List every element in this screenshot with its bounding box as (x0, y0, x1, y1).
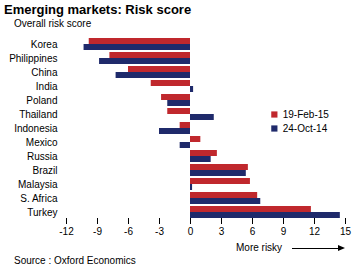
svg-text:-6: -6 (124, 226, 133, 237)
svg-text:19-Feb-15: 19-Feb-15 (283, 109, 330, 120)
svg-text:Poland: Poland (26, 95, 57, 106)
html-text:More risky: More risky (236, 242, 283, 253)
svg-text:15: 15 (340, 226, 352, 237)
svg-text:China: China (31, 67, 58, 78)
svg-text:Korea: Korea (31, 39, 58, 50)
svg-text:-12: -12 (59, 226, 74, 237)
svg-text:Brazil: Brazil (32, 165, 57, 176)
svg-text:Philippines: Philippines (9, 53, 57, 64)
svg-text:Malaysia: Malaysia (18, 179, 58, 190)
html-text:Overall risk score: Overall risk score (14, 18, 92, 29)
svg-text:-3: -3 (155, 226, 164, 237)
svg-text:12: 12 (309, 226, 321, 237)
svg-text:-9: -9 (93, 226, 102, 237)
svg-text:S. Africa: S. Africa (20, 193, 58, 204)
svg-text:9: 9 (281, 226, 287, 237)
html-text:Emerging markets: Risk score: Emerging markets: Risk score (4, 2, 192, 17)
svg-text:6: 6 (250, 226, 256, 237)
svg-text:India: India (36, 81, 58, 92)
svg-text:3: 3 (219, 226, 225, 237)
svg-text:24-Oct-14: 24-Oct-14 (283, 123, 328, 134)
svg-text:0: 0 (188, 226, 194, 237)
html-text:Source : Oxford Economics: Source : Oxford Economics (14, 255, 136, 266)
svg-text:Thailand: Thailand (19, 109, 57, 120)
svg-text:Russia: Russia (27, 151, 58, 162)
svg-text:Indonesia: Indonesia (14, 123, 58, 134)
svg-text:Turkey: Turkey (27, 207, 57, 218)
svg-text:Mexico: Mexico (26, 137, 58, 148)
